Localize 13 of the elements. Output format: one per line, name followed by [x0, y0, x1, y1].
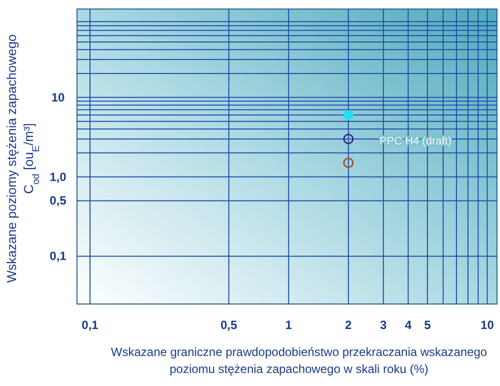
x-tick-label: 0,5 — [220, 318, 238, 332]
x-tick-label: 3 — [380, 318, 388, 332]
y-tick-label: 0,1 — [50, 249, 67, 264]
y-tick-label: 1,0 — [50, 170, 67, 184]
x-tick-label: 5 — [424, 318, 432, 332]
x-tick-label: 0,1 — [82, 318, 99, 332]
x-tick-label: 2 — [345, 318, 352, 332]
x-tick-label: 4 — [404, 318, 412, 332]
y-tick-label: 0,5 — [50, 194, 67, 208]
y-tick-label: 10 — [51, 90, 65, 104]
x-axis-title: Wskazane graniczne prawdopodobieństwo przekraczania wskazanego poziomu stężenia zapachowego w skali roku (%) — [110, 345, 488, 376]
x-tick-label: 10 — [480, 318, 494, 332]
x-tick-label: 1 — [285, 318, 292, 332]
